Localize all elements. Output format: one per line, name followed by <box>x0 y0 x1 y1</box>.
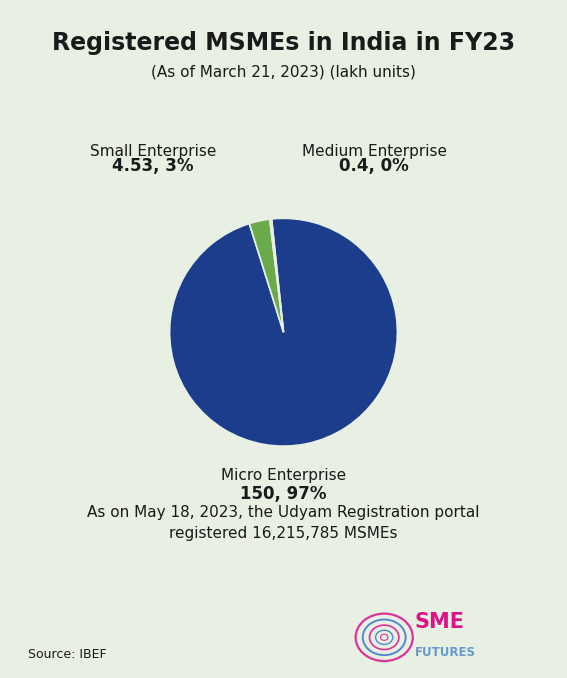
Text: SME: SME <box>415 612 465 632</box>
Text: Registered MSMEs in India in FY23: Registered MSMEs in India in FY23 <box>52 31 515 54</box>
Text: Medium Enterprise: Medium Enterprise <box>302 144 447 159</box>
Text: FUTURES: FUTURES <box>415 646 476 659</box>
Text: Micro Enterprise: Micro Enterprise <box>221 468 346 483</box>
Wedge shape <box>170 218 397 446</box>
Text: (As of March 21, 2023) (lakh units): (As of March 21, 2023) (lakh units) <box>151 64 416 79</box>
Text: 4.53, 3%: 4.53, 3% <box>112 157 194 175</box>
Text: 0.4, 0%: 0.4, 0% <box>339 157 409 175</box>
Text: 150, 97%: 150, 97% <box>240 485 327 503</box>
Wedge shape <box>270 219 284 332</box>
Text: Small Enterprise: Small Enterprise <box>90 144 216 159</box>
Text: Source: IBEF: Source: IBEF <box>28 648 107 661</box>
Wedge shape <box>249 219 284 332</box>
Text: As on May 18, 2023, the Udyam Registration portal
registered 16,215,785 MSMEs: As on May 18, 2023, the Udyam Registrati… <box>87 505 480 541</box>
